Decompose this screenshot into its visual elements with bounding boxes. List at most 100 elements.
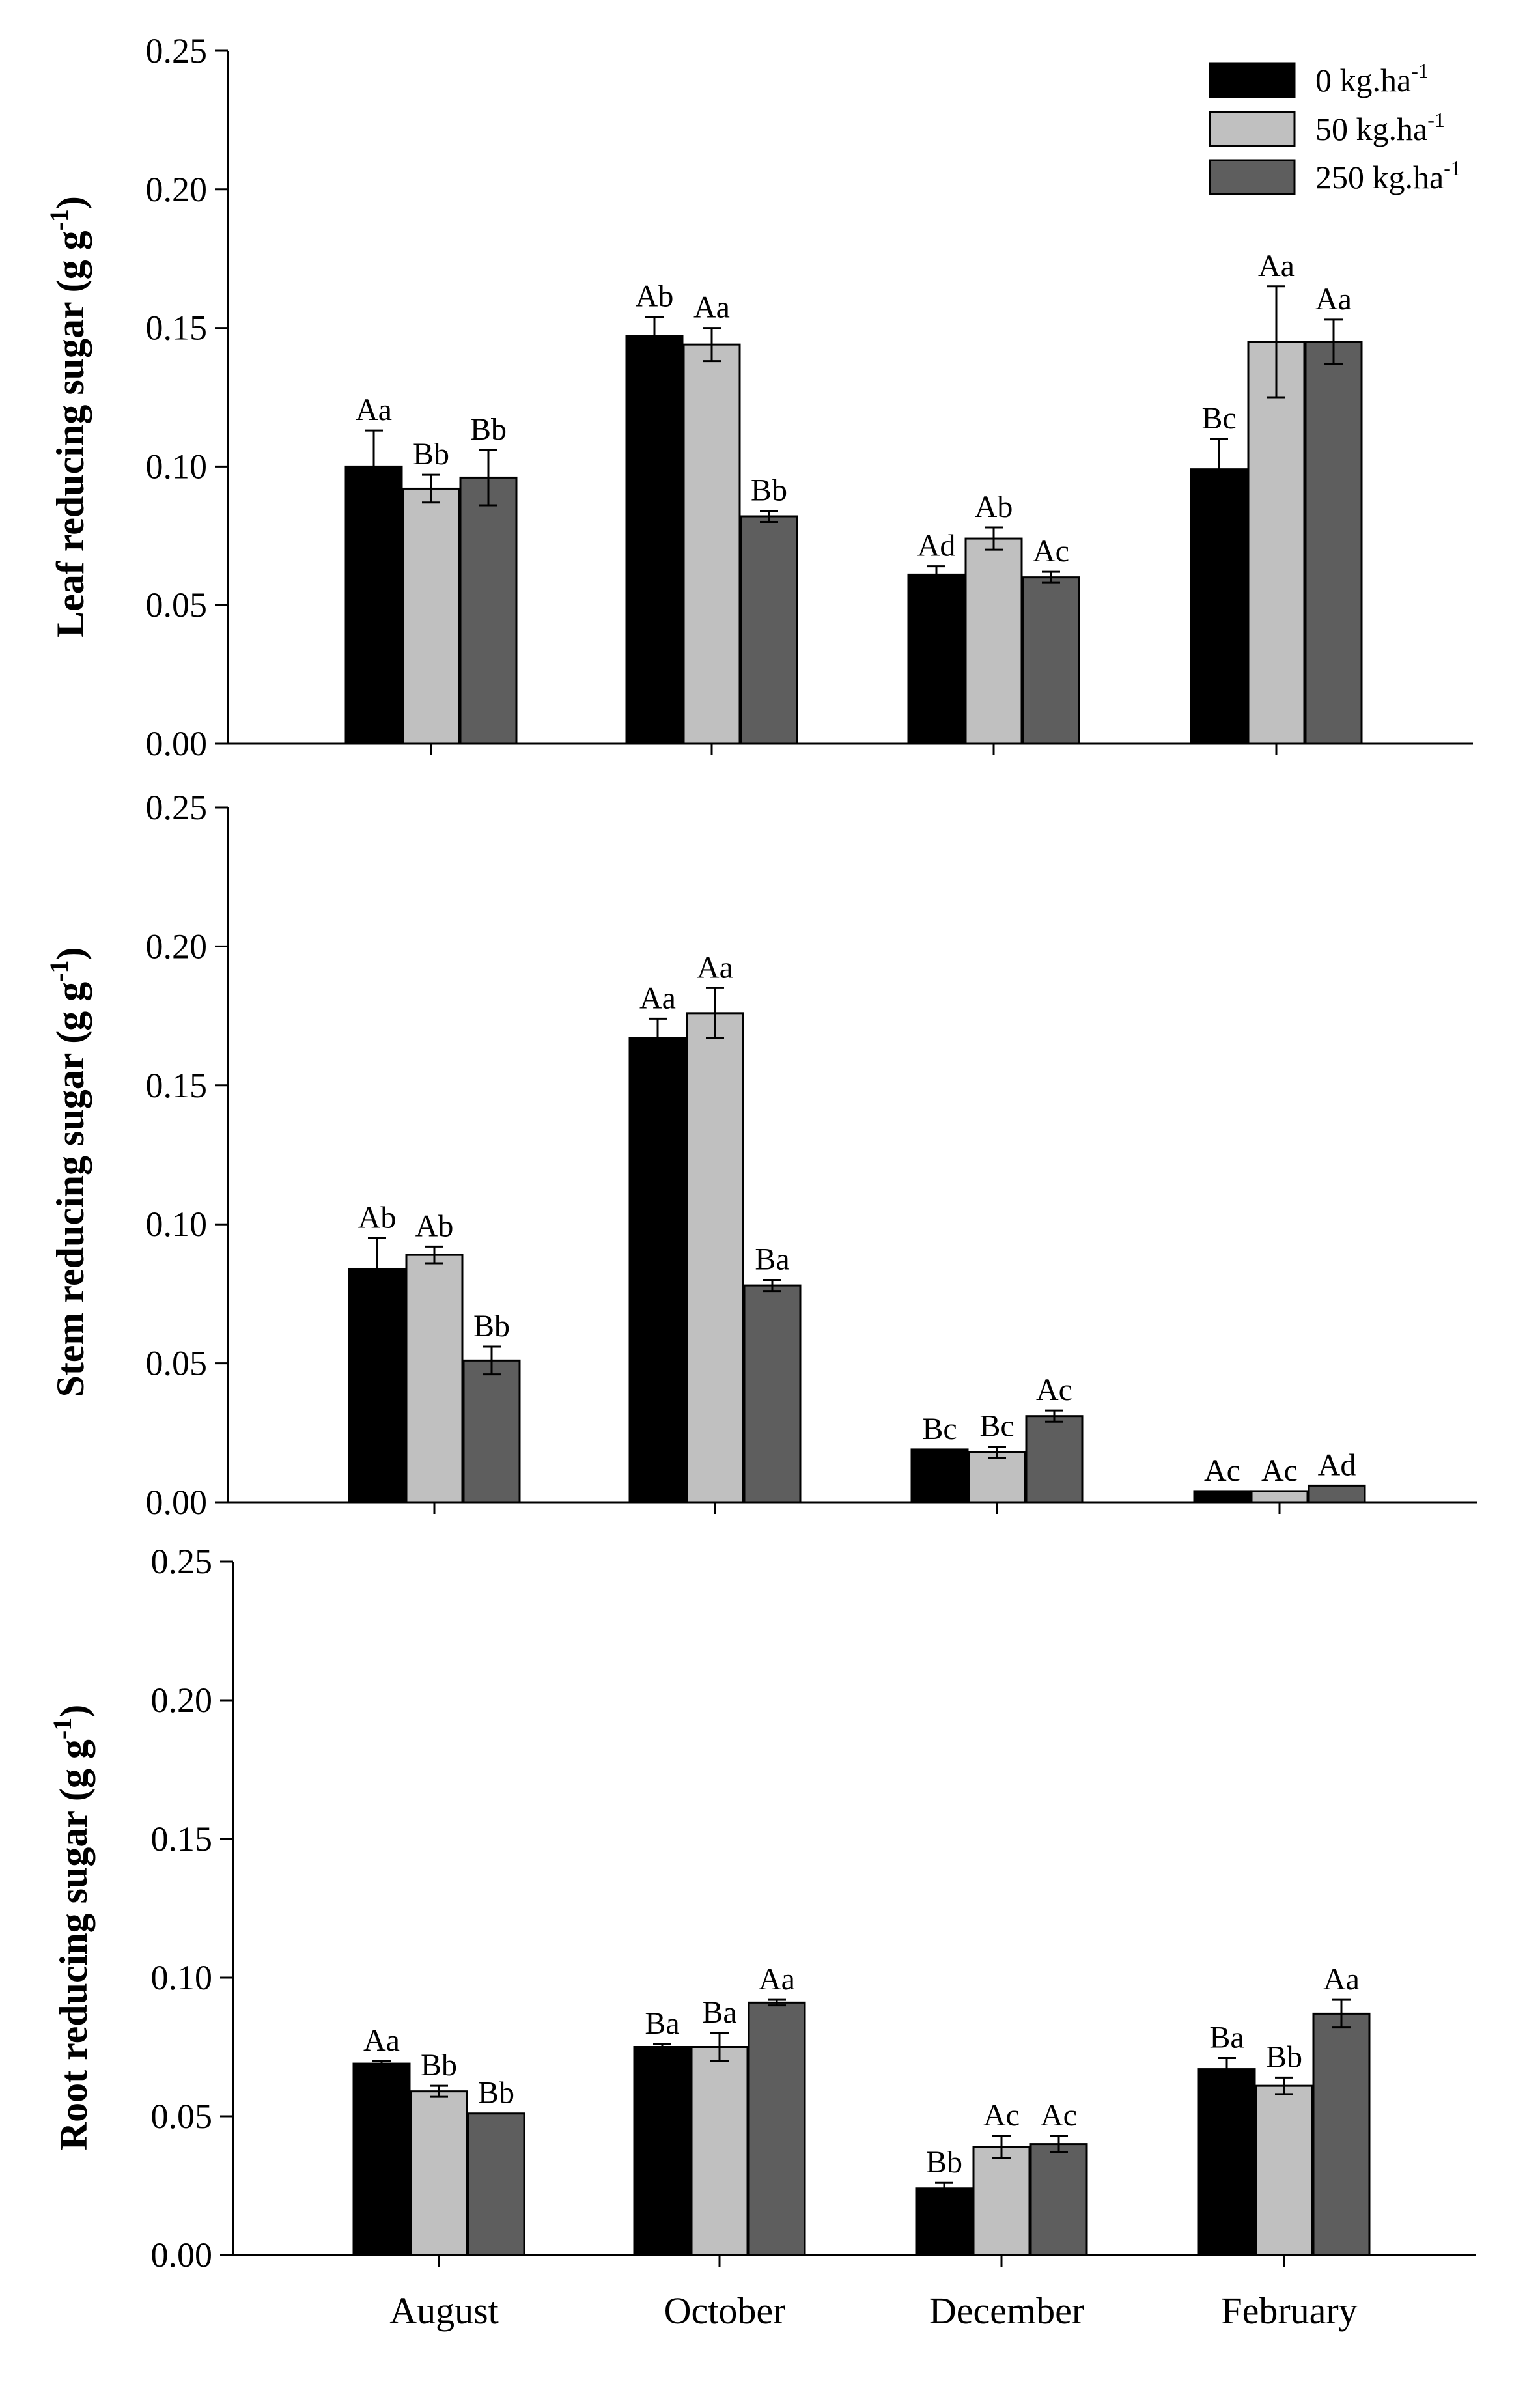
y-tick-label: 0.05 [146,1344,208,1383]
significance-label: Ba [1209,2021,1244,2055]
bar [1025,1415,1084,1504]
significance-label: Ba [702,1995,736,2030]
y-tick-label: 0.05 [146,585,208,624]
bar [968,1451,1026,1504]
ylabel-stem: Stem reducing sugar (g g-1) [44,947,92,1397]
significance-label: Aa [639,981,676,1015]
legend-label-2: 250 kg.ha-1 [1315,156,1461,195]
significance-label: Aa [1315,282,1352,316]
bar [352,2062,411,2256]
significance-label: Ac [1204,1453,1240,1488]
bar [1193,1490,1252,1504]
bar [625,335,684,745]
y-tick-label: 0.05 [151,2097,213,2136]
significance-label: Bb [470,412,507,447]
y-tick-label: 0.25 [151,1542,213,1581]
y-tick-label: 0.10 [146,1205,208,1244]
bar [1197,2068,1256,2256]
significance-label: Bc [979,1409,1014,1444]
significance-label: Bc [1201,401,1236,436]
bar [690,2046,749,2256]
bar [1022,576,1080,745]
significance-label: Aa [1258,249,1295,283]
significance-label: Ab [415,1209,454,1243]
bar [915,2187,973,2256]
bar [1029,2143,1088,2256]
significance-label: Ac [983,2098,1020,2133]
y-tick-label: 0.20 [151,1681,213,1720]
significance-label: Aa [1323,1962,1360,1997]
panel-0: 0.00 0.05 0.10 0.15 0.20 0.25 Aa Ab Ad Bc Bb Aa Ab Aa… [146,31,1473,763]
bar [1190,468,1248,745]
bar [1255,2084,1313,2256]
x-tick-label: October [664,2290,786,2332]
y-tick-label: 0.00 [146,1483,208,1522]
significance-label: Bb [413,437,449,471]
bar [740,515,798,745]
y-tick-label: 0.00 [151,2235,213,2275]
bar [633,2046,692,2256]
bar [686,1012,744,1504]
legend-swatch-2 [1209,159,1296,195]
significance-label: Bb [751,473,787,507]
significance-label: Ac [1033,534,1069,568]
y-tick-label: 0.15 [146,1066,208,1105]
bar [467,2112,525,2256]
y-tick-label: 0.20 [146,170,208,209]
bar [972,2146,1031,2256]
significance-label: Ba [645,2006,679,2041]
bar [402,487,460,745]
significance-label: Aa [356,393,392,427]
x-tick-label: February [1221,2290,1357,2332]
y-tick-label: 0.00 [146,724,208,763]
x-axis-labels: August October December February [389,2290,1357,2332]
y-tick-label: 0.15 [151,1819,213,1858]
bar [907,573,966,745]
significance-label: Bb [1266,2039,1302,2074]
y-tick-label: 0.25 [146,31,208,70]
legend-label-0: 0 kg.ha-1 [1315,59,1429,98]
significance-label: Bc [922,1412,957,1446]
ylabel-root: Root reducing sugar (g g-1) [48,1705,95,2150]
bar [964,537,1023,745]
bar [344,465,403,745]
bar [743,1284,802,1504]
x-tick-label: December [929,2290,1084,2332]
significance-label: Bb [473,1309,510,1343]
panel-1: 0.00 0.05 0.10 0.15 0.20 0.25 Ab Aa Bc Ac Ab Aa Bc Ac… [146,788,1477,1522]
significance-label: Ad [917,529,956,563]
bar [628,1037,687,1504]
significance-label: Ac [1041,2098,1077,2133]
bar [682,343,741,745]
bar [459,476,518,745]
bar [910,1448,969,1504]
bar [1304,341,1363,745]
panels: 0.00 0.05 0.10 0.15 0.20 0.25 Aa Ab Ad Bc Bb Aa Ab Aa… [146,31,1477,2275]
significance-label: Ba [755,1242,789,1277]
legend-swatch-1 [1209,111,1296,147]
y-tick-label: 0.25 [146,788,208,827]
significance-label: Aa [363,2023,400,2058]
significance-label: Bb [421,2048,457,2082]
bar [462,1359,521,1504]
significance-label: Ac [1036,1373,1072,1407]
legend-swatch-0 [1209,62,1296,98]
bar [1250,1490,1309,1504]
legend: 0 kg.ha-1 50 kg.ha-1 250 kg.ha-1 [1209,59,1461,195]
significance-label: Aa [693,290,730,325]
y-tick-label: 0.10 [151,1958,213,1997]
y-tick-label: 0.15 [146,309,208,348]
bar [405,1254,464,1504]
significance-label: Ab [358,1201,397,1235]
bar [348,1267,406,1504]
significance-label: Ad [1318,1448,1356,1482]
significance-label: Bb [926,2145,962,2179]
significance-label: Ac [1261,1453,1298,1488]
bar [410,2090,468,2256]
bar [1247,341,1306,745]
significance-label: Bb [478,2076,514,2110]
significance-label: Ab [975,490,1013,524]
legend-label-1: 50 kg.ha-1 [1315,108,1445,147]
ylabel-leaf: Leaf reducing sugar (g g-1) [44,196,92,638]
